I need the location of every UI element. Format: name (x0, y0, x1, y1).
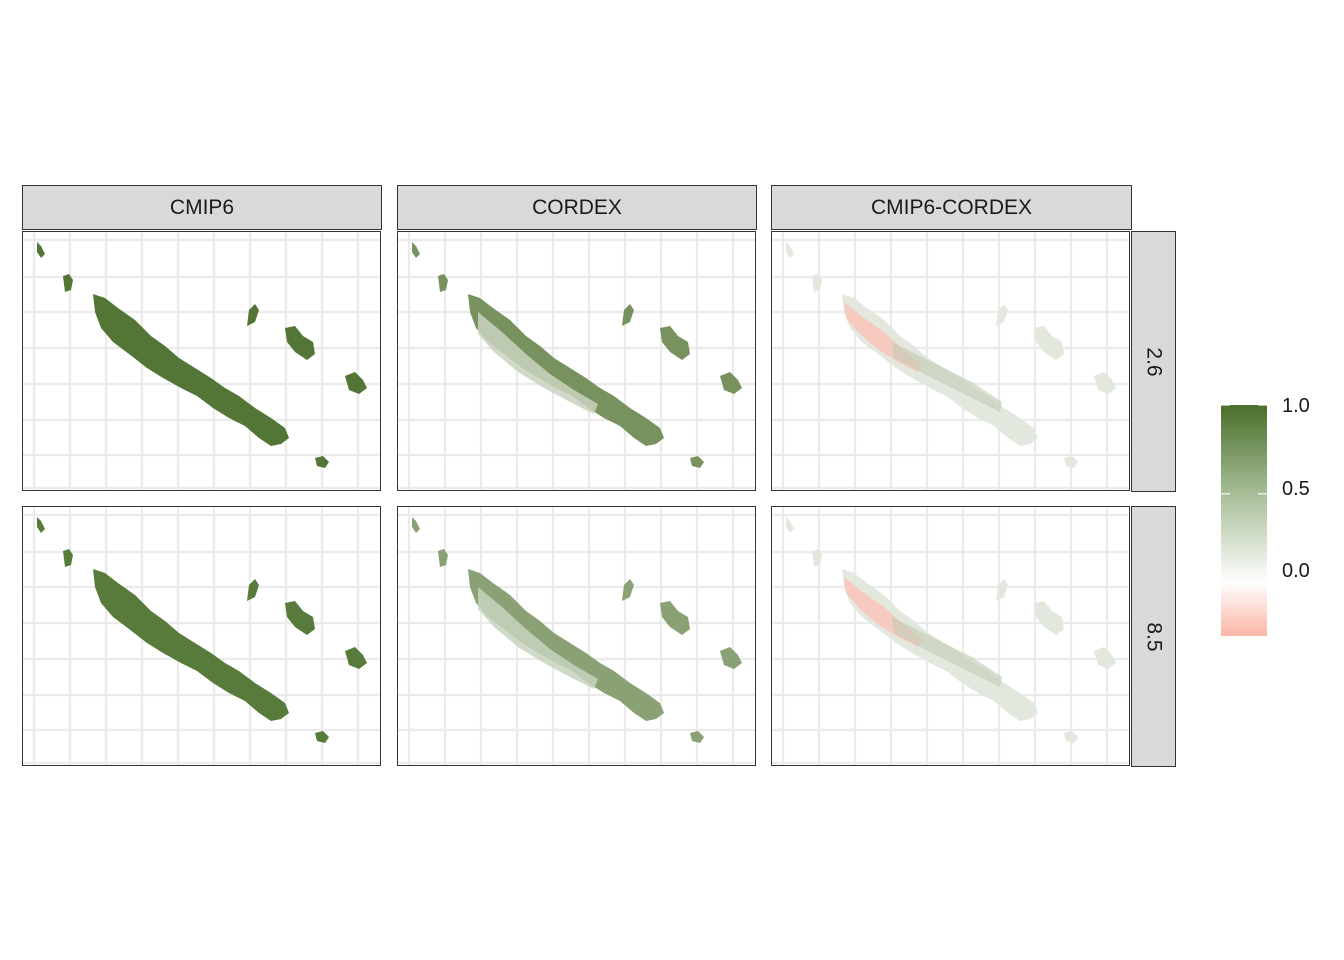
island-shape (622, 579, 634, 601)
island-shape (1034, 601, 1064, 635)
lower-suitability-zone (478, 587, 598, 689)
positive-difference-zone (892, 342, 1002, 412)
legend-colorbar (1221, 405, 1267, 636)
map-panel-cordex-2-6 (397, 231, 756, 491)
mainland-shape (93, 294, 289, 446)
island-shape (996, 579, 1008, 601)
island-shape (37, 242, 45, 258)
strip-row-8-5-label: 8.5 (1142, 621, 1166, 652)
strip-row-2-6: 2.6 (1131, 231, 1176, 492)
island-shape (345, 372, 367, 394)
strip-col-cmip6-label: CMIP6 (169, 195, 235, 219)
island-shape (37, 517, 45, 533)
island-shape (812, 274, 822, 292)
legend-label-0-0: 0.0 (1282, 560, 1310, 582)
island-shape (812, 549, 822, 567)
island-shape (660, 326, 690, 360)
island-shape (720, 372, 742, 394)
island-shape (786, 517, 794, 533)
island-shape (690, 456, 704, 468)
legend-label-1-0: 1.0 (1282, 395, 1310, 417)
map-panel-cmip6-8-5 (22, 506, 381, 766)
island-shape (1034, 326, 1064, 360)
mainland-shape (93, 569, 289, 721)
map-panel-diff-2-6 (771, 231, 1130, 491)
island-shape (438, 549, 448, 567)
strip-row-2-6-label: 2.6 (1142, 346, 1166, 377)
map-panel-cordex-8-5 (397, 506, 756, 766)
island-shape (315, 731, 329, 743)
island-shape (690, 731, 704, 743)
island-shape (285, 326, 315, 360)
island-shape (247, 304, 259, 326)
island-shape (438, 274, 448, 292)
island-shape (622, 304, 634, 326)
island-shape (63, 274, 73, 292)
island-shape (1064, 456, 1078, 468)
map-panel-cmip6-2-6 (22, 231, 381, 491)
strip-col-cordex: CORDEX (397, 185, 757, 230)
island-shape (1064, 731, 1078, 743)
island-shape (660, 601, 690, 635)
strip-col-cmip6: CMIP6 (22, 185, 382, 230)
island-shape (412, 517, 420, 533)
island-shape (720, 647, 742, 669)
strip-col-cordex-label: CORDEX (532, 195, 622, 219)
island-shape (63, 549, 73, 567)
legend-ticks (1221, 405, 1267, 584)
legend-label-0-5: 0.5 (1282, 478, 1310, 500)
island-shape (345, 647, 367, 669)
island-shape (247, 579, 259, 601)
map-panel-diff-8-5 (771, 506, 1130, 766)
island-shape (285, 601, 315, 635)
strip-col-diff: CMIP6-CORDEX (771, 185, 1132, 230)
strip-col-diff-label: CMIP6-CORDEX (870, 195, 1033, 219)
island-shape (996, 304, 1008, 326)
mainland-shape (468, 294, 664, 446)
strip-row-8-5: 8.5 (1131, 506, 1176, 767)
island-shape (412, 242, 420, 258)
island-shape (1094, 372, 1116, 394)
island-shape (786, 242, 794, 258)
mainland-shape (468, 569, 664, 721)
positive-difference-zone (892, 617, 1002, 687)
island-shape (1094, 647, 1116, 669)
island-shape (315, 456, 329, 468)
lower-suitability-zone (478, 312, 598, 414)
